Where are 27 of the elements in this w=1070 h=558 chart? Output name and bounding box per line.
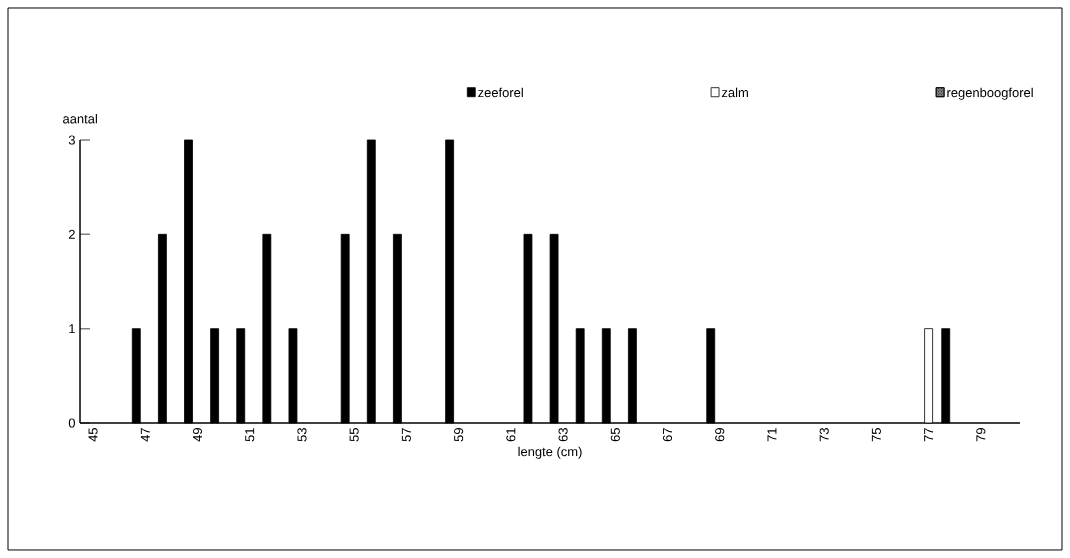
x-tick-label: 47 (140, 428, 150, 442)
x-tick-label: 67 (662, 428, 673, 442)
x-tick-label: 71 (767, 428, 777, 442)
x-tick-label: 57 (401, 428, 411, 442)
y-tick-label: 0 (68, 418, 75, 428)
x-tick-label: 45 (88, 428, 98, 442)
x-tick-label: 75 (871, 428, 881, 442)
x-tick-label: 61 (506, 428, 516, 442)
x-tick-label: 49 (192, 428, 203, 442)
x-tick-label: 77 (924, 428, 934, 442)
x-tick-label: 59 (454, 428, 464, 442)
x-tick-label: 51 (245, 428, 255, 442)
x-tick-label: 79 (976, 428, 986, 442)
legend-label: regenboogforel (947, 87, 1033, 100)
x-tick-label: 69 (715, 428, 725, 442)
y-tick-label: 2 (68, 229, 75, 239)
x-axis-title: lengte (cm) (518, 446, 582, 459)
y-axis-title: aantal (63, 113, 97, 124)
legend-label: zeeforel (478, 87, 523, 98)
x-tick-label: 73 (819, 428, 829, 442)
x-tick-label: 65 (610, 428, 620, 442)
legend-label: zalm (721, 87, 748, 98)
x-tick-label: 63 (558, 428, 568, 442)
y-tick-label: 1 (69, 324, 75, 334)
y-tick-label: 3 (68, 135, 75, 145)
x-tick-label: 55 (349, 428, 359, 442)
x-tick-label: 53 (297, 428, 307, 442)
